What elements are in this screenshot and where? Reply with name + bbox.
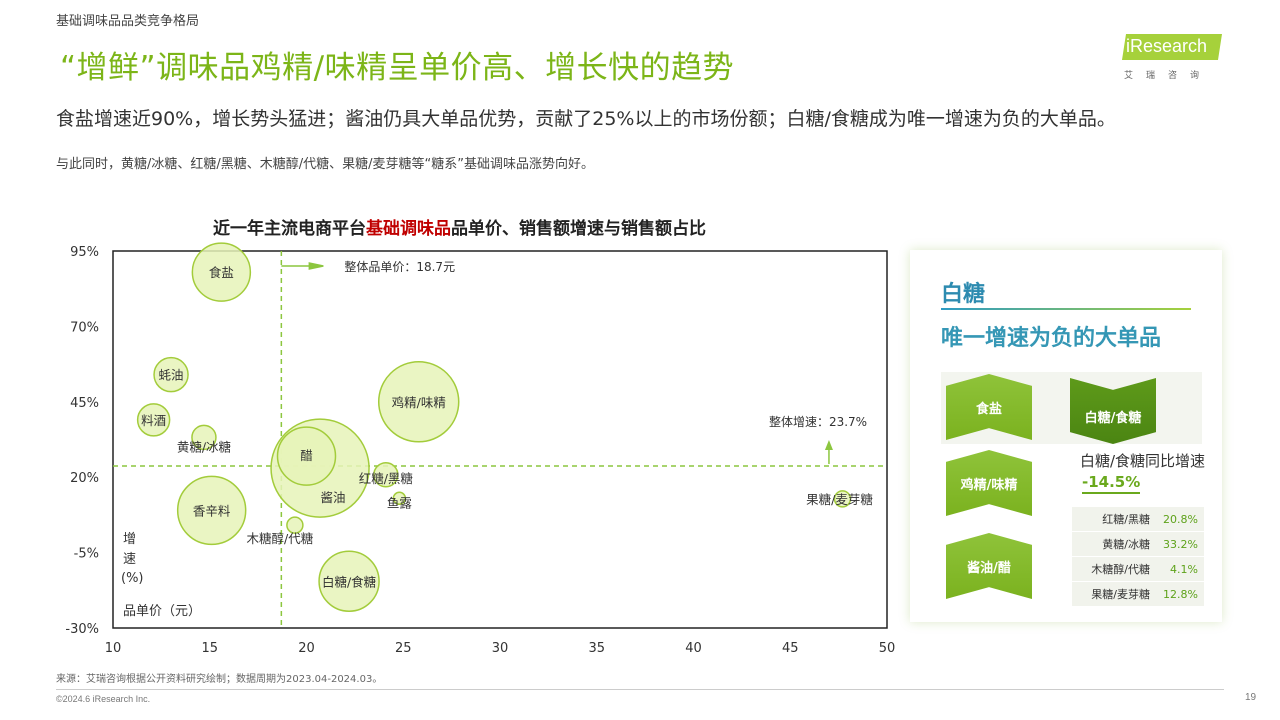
bubble [191, 424, 217, 451]
y-tick-label: 45% [70, 396, 99, 411]
bubble [176, 475, 247, 546]
page-title: “增鲜”调味品鸡精/味精呈单价高、增长快的趋势 [60, 50, 735, 86]
chart-title: 近一年主流电商平台基础调味品品单价、销售额增速与销售额占比 [213, 214, 706, 239]
y-tick-label: 70% [70, 320, 99, 335]
bubble [318, 550, 380, 613]
bubble [136, 403, 171, 437]
bubble-label: 香辛料 [193, 503, 231, 518]
y-tick-label: 95% [70, 245, 99, 260]
row-name: 果糖/麦芽糖 [1091, 588, 1150, 601]
bubble-label: 料酒 [141, 413, 166, 428]
chevron-up-soy: 酱油/醋 [946, 533, 1032, 599]
row-value: 4.1% [1170, 562, 1198, 576]
avg-price-label: 整体品单价：18.7元 [344, 259, 455, 274]
x-tick-label: 30 [492, 641, 509, 656]
avg-price-arrow [281, 262, 324, 270]
table-row: 木糖醇/代糖 4.1% [1072, 557, 1204, 582]
bubble [153, 356, 189, 393]
y-tick-label: -5% [74, 547, 99, 562]
table-row: 黄糖/冰糖 33.2% [1072, 532, 1204, 557]
bubble-label: 鸡精/味精 [392, 395, 446, 410]
x-tick-label: 25 [395, 641, 412, 656]
avg-growth-label: 整体增速：23.7% [769, 414, 867, 429]
bubble [286, 516, 304, 534]
stat-label: 白糖/食糖同比增速 [1080, 452, 1206, 470]
chart-title-suffix: 品单价、销售额增速与销售额占比 [451, 219, 706, 239]
y-axis-label-char: (%) [121, 571, 144, 586]
bubble [373, 462, 399, 488]
bubble-label: 黄糖/冰糖 [177, 439, 232, 454]
y-tick-label: -30% [65, 622, 99, 637]
bubble [392, 491, 407, 506]
growth-table: 红糖/黑糖 20.8% 黄糖/冰糖 33.2% 木糖醇/代糖 4.1% 果糖/麦芽糖 1… [1072, 507, 1204, 607]
row-value: 33.2% [1163, 537, 1198, 551]
bubble-chart: 10 15 20 25 30 35 40 45 50 95% 70% 45% 20% -5% -30% 增速 (… [65, 242, 896, 656]
bubble-label: 鱼露 [387, 495, 413, 510]
row-name: 红糖/黑糖 [1102, 513, 1150, 526]
x-tick-label: 50 [879, 641, 896, 656]
section-label: 基础调味品品类竞争格局 [56, 14, 200, 29]
bubble [833, 490, 852, 508]
copyright: ©2024.6 iResearch Inc. [56, 694, 151, 704]
table-row: 果糖/麦芽糖 12.8% [1072, 582, 1204, 607]
panel-subtitle: 唯一增速为负的大单品 [941, 326, 1162, 351]
y-axis-label-char: 增 [123, 532, 136, 547]
x-tick-label: 35 [588, 641, 605, 656]
bubble-label: 木糖醇/代糖 [247, 531, 314, 546]
bubble [191, 242, 252, 302]
x-tick-label: 20 [298, 641, 315, 656]
row-name: 黄糖/冰糖 [1102, 538, 1150, 551]
row-value: 12.8% [1163, 587, 1198, 601]
avg-growth-arrow-head [824, 440, 833, 451]
highlight-panel: 白糖 唯一增速为负的大单品 食盐 白糖/食糖 鸡精/味精 酱油/醋 白糖/食糖同… [910, 250, 1222, 622]
bubble [276, 426, 337, 486]
summary-text: 食盐增速近90%，增长势头猛进；酱油仍具大单品优势，贡献了25%以上的市场份额；… [56, 108, 1116, 130]
bubble-label: 红糖/黑糖 [359, 471, 414, 486]
x-tick-label: 15 [201, 641, 218, 656]
x-tick-label: 10 [105, 641, 122, 656]
bubble-label: 白糖/食糖 [322, 574, 377, 589]
panel-title: 白糖 [941, 282, 986, 307]
chart-title-highlight: 基础调味品 [366, 219, 451, 239]
logo-text: iResearch [1126, 36, 1208, 56]
note-text: 与此同时，黄糖/冰糖、红糖/黑糖、木糖醇/代糖、果糖/麦芽糖等“糖系”基础调味品… [56, 157, 594, 172]
bubble-label: 蚝油 [159, 368, 184, 383]
bubble [377, 361, 460, 443]
stat-value: -14.5% [1082, 473, 1141, 494]
table-row: 红糖/黑糖 20.8% [1072, 507, 1204, 532]
row-value: 20.8% [1163, 512, 1198, 526]
bubble-label: 酱油 [321, 490, 346, 505]
logo-badge [1122, 34, 1222, 60]
chart-title-prefix: 近一年主流电商平台 [213, 219, 366, 239]
bubble-label: 醋 [300, 448, 313, 463]
chevron-up-msg: 鸡精/味精 [946, 450, 1032, 516]
x-tick-label: 45 [782, 641, 799, 656]
y-axis-label-char: 速 [123, 552, 136, 567]
plot-frame [112, 250, 888, 629]
bubble-label: 果糖/麦芽糖 [806, 492, 873, 507]
page-number: 19 [1245, 692, 1257, 703]
x-axis-label: 品单价（元） [123, 604, 201, 619]
source-note: 来源：艾瑞咨询根据公开资料研究绘制；数据周期为2023.04-2024.03。 [56, 674, 383, 685]
iresearch-logo: iResearch 艾瑞咨询 [1118, 34, 1228, 86]
row-name: 木糖醇/代糖 [1091, 563, 1150, 576]
y-tick-label: 20% [70, 471, 99, 486]
bubble-label: 食盐 [209, 265, 234, 280]
x-tick-label: 40 [685, 641, 702, 656]
logo-subtitle: 艾瑞咨询 [1124, 71, 1213, 81]
footer-divider [56, 689, 1224, 690]
panel-divider [941, 308, 1191, 310]
